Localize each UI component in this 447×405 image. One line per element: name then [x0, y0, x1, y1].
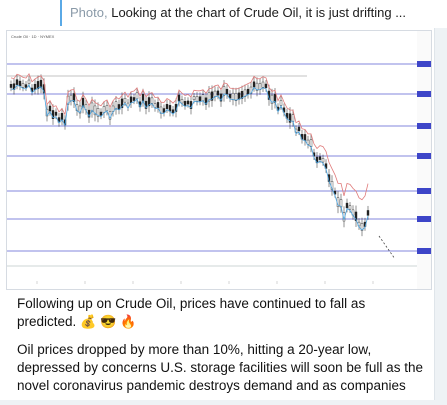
candle-body [147, 97, 151, 107]
candle-body [261, 81, 265, 88]
candle-body [18, 80, 22, 87]
candle-body [318, 156, 322, 160]
candle-body [36, 81, 40, 90]
candle-body [210, 91, 214, 101]
candle-body [60, 113, 64, 121]
candle-body [93, 105, 97, 116]
candle-body [27, 79, 31, 84]
candle-body [180, 99, 184, 104]
candle-body [186, 100, 190, 105]
reply-quote-bar [60, 0, 62, 26]
candle-body [156, 102, 160, 109]
price-tag [417, 123, 431, 129]
candle-body [231, 92, 235, 101]
ma-fast-line [10, 83, 369, 231]
chart-header-line: Crude Oil · 1D · NYMEX [11, 34, 55, 39]
candle-body [306, 139, 310, 145]
candle-body [237, 92, 241, 100]
candle-body [321, 158, 325, 163]
candle-body [360, 223, 364, 231]
candle-body [195, 96, 199, 102]
candle-body [123, 97, 127, 103]
candle-body [51, 110, 55, 119]
candle-body [279, 100, 283, 106]
candle-body [114, 101, 118, 110]
candle-body [177, 94, 181, 102]
message-paragraph-1-text: Following up on Crude Oil, prices have c… [17, 296, 366, 329]
reply-quote[interactable]: Photo, Looking at the chart of Crude Oil… [0, 0, 447, 28]
candle-body [366, 210, 370, 216]
candle-body [297, 126, 301, 132]
candle-body [207, 92, 211, 102]
price-tag [417, 153, 431, 159]
message-paragraph-1: Following up on Crude Oil, prices have c… [17, 295, 425, 331]
candle-body [54, 111, 58, 116]
candle-body [135, 92, 139, 100]
money-bag-icon: 💰 [80, 314, 97, 329]
candle-body [270, 94, 274, 104]
candle-body [105, 105, 109, 111]
candle-body [201, 94, 205, 101]
chart-image[interactable]: Crude Oil · 1D · NYMEX [6, 30, 432, 290]
message-paragraph-2: Oil prices dropped by more than 10%, hit… [17, 342, 423, 393]
candle-body [288, 113, 292, 123]
candle-body [222, 86, 226, 96]
candle-body [252, 81, 256, 88]
candle-body [69, 94, 73, 101]
candle-body [216, 90, 220, 96]
ma-slow-line [10, 72, 369, 201]
candle-body [348, 205, 352, 210]
candle-body [24, 84, 28, 88]
candle-body [225, 88, 229, 95]
candle-body [120, 98, 124, 109]
candle-body [354, 211, 358, 221]
candle-body [126, 102, 130, 108]
candle-body [171, 109, 175, 114]
candle-body [246, 88, 250, 95]
candle-body [9, 84, 13, 88]
candle-body [264, 83, 268, 89]
candle-body [183, 100, 187, 106]
sunglasses-face-icon: 😎 [100, 314, 117, 329]
candle-body [15, 79, 19, 85]
candle-body [234, 93, 238, 101]
fire-icon: 🔥 [119, 314, 137, 329]
candle-body [255, 82, 259, 91]
candle-body [345, 202, 349, 209]
candle-body [99, 111, 103, 116]
price-tag [417, 61, 431, 67]
price-chart: Crude Oil · 1D · NYMEX [7, 31, 431, 289]
projection-arrow [378, 235, 396, 260]
candle-body [21, 83, 25, 88]
candle-body [81, 97, 85, 108]
candle-body [291, 114, 295, 122]
reply-preview-text: Looking at the chart of Crude Oil, it is… [111, 5, 407, 20]
message-bubble: Crude Oil · 1D · NYMEX Following up on C… [0, 28, 435, 400]
candle-body [33, 83, 37, 90]
candle-body [198, 96, 202, 102]
reply-preview[interactable]: Photo, Looking at the chart of Crude Oil… [70, 5, 406, 20]
candle-body [228, 93, 232, 99]
price-tag [417, 188, 431, 194]
candle-body [96, 108, 100, 117]
price-tag [417, 91, 431, 97]
candle-body [90, 102, 94, 112]
price-tag [417, 248, 431, 254]
candle-body [303, 134, 307, 141]
candle-body [165, 104, 169, 109]
candle-body [153, 103, 157, 108]
reply-media-label: Photo, [70, 5, 108, 20]
message-text: Following up on Crude Oil, prices have c… [17, 295, 425, 405]
candle-body [240, 91, 244, 99]
candle-body [162, 108, 166, 113]
candle-body [132, 97, 136, 101]
candle-body [129, 96, 133, 104]
candle-body [213, 90, 217, 97]
price-tag [417, 216, 431, 222]
chat-scroll-area[interactable] [435, 28, 447, 400]
candle-body [192, 96, 196, 100]
candle-body [48, 105, 52, 112]
candle-body [150, 97, 154, 104]
